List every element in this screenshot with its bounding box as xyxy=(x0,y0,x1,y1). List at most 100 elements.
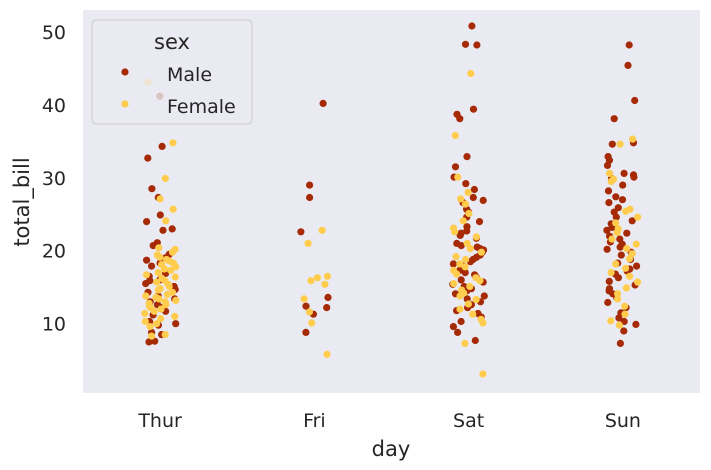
point-female-sat xyxy=(461,200,470,208)
point-male-sun xyxy=(620,169,628,177)
legend: sex Male Female xyxy=(91,19,253,125)
point-female-thur xyxy=(157,305,165,313)
x-tick-labels: Thur Fri Sat Sun xyxy=(137,410,641,432)
point-female-fri xyxy=(323,272,331,280)
point-female-thur xyxy=(165,282,173,291)
point-female-sat xyxy=(469,310,477,318)
point-female-sun xyxy=(629,135,637,143)
point-female-sat xyxy=(464,300,472,308)
point-female-fri xyxy=(321,280,329,288)
y-tick-label: 50 xyxy=(42,22,66,44)
point-male-sat xyxy=(469,105,478,113)
x-axis-label: day xyxy=(372,437,411,461)
point-male-sat xyxy=(479,196,487,204)
point-female-thur xyxy=(154,286,162,294)
point-male-sun xyxy=(630,173,638,181)
point-male-sun xyxy=(612,193,620,201)
y-tick-label: 20 xyxy=(42,241,66,263)
point-female-thur xyxy=(153,278,161,286)
point-female-thur xyxy=(172,263,180,271)
point-female-sun xyxy=(623,245,631,253)
point-female-sun xyxy=(607,317,615,325)
point-female-sun xyxy=(626,272,634,280)
point-male-sat xyxy=(480,292,488,300)
legend-title: sex xyxy=(154,30,190,54)
x-tick-label: Fri xyxy=(303,410,326,432)
x-tick-label: Sun xyxy=(605,410,641,432)
point-female-sat xyxy=(463,239,471,247)
point-male-sun xyxy=(617,251,625,259)
point-female-sat xyxy=(459,217,467,225)
point-female-sat xyxy=(453,270,461,278)
point-female-thur xyxy=(155,295,163,303)
point-male-sun xyxy=(603,226,611,234)
point-female-sat xyxy=(456,292,464,300)
point-male-sat xyxy=(451,163,460,171)
point-female-thur xyxy=(160,265,169,273)
point-male-sun xyxy=(615,314,623,322)
point-male-thur xyxy=(172,320,180,328)
point-female-thur xyxy=(161,331,169,339)
point-female-thur xyxy=(146,323,154,331)
point-female-sun xyxy=(607,177,615,185)
y-axis-label: total_bill xyxy=(10,157,35,246)
point-male-sat xyxy=(454,328,462,336)
point-male-sun xyxy=(603,245,611,253)
point-male-sun xyxy=(632,320,640,328)
point-male-sun xyxy=(618,196,627,204)
point-male-sat xyxy=(456,231,464,239)
point-male-thur xyxy=(148,262,156,270)
point-female-thur xyxy=(172,296,180,304)
legend-marker-female xyxy=(121,100,129,108)
point-female-sat xyxy=(457,195,465,203)
point-male-sun xyxy=(624,61,632,69)
point-female-thur xyxy=(156,195,164,203)
point-female-fri xyxy=(318,226,326,234)
point-female-sun xyxy=(634,213,642,221)
point-female-sat xyxy=(466,245,474,253)
point-male-fri xyxy=(302,328,310,336)
point-female-sun xyxy=(607,269,615,277)
point-male-sat xyxy=(473,41,481,49)
point-female-thur xyxy=(162,301,170,309)
point-female-thur xyxy=(167,266,175,274)
point-female-fri xyxy=(307,277,315,285)
point-female-fri xyxy=(323,350,331,358)
x-tick-label: Thur xyxy=(137,410,182,432)
legend-label-male: Male xyxy=(167,64,212,86)
point-female-sat xyxy=(465,209,473,218)
point-female-sat xyxy=(456,305,464,313)
point-female-sat xyxy=(477,248,485,256)
point-male-sun xyxy=(623,229,631,237)
point-female-thur xyxy=(148,332,156,340)
point-male-sat xyxy=(461,40,470,48)
y-tick-label: 10 xyxy=(42,314,66,336)
point-male-thur xyxy=(156,211,164,219)
point-female-sun xyxy=(634,278,642,286)
point-female-sun xyxy=(622,207,630,215)
point-female-sun xyxy=(632,240,640,248)
point-male-sat xyxy=(461,269,469,277)
point-female-sat xyxy=(456,260,464,268)
point-female-sat xyxy=(451,131,459,140)
point-female-thur xyxy=(150,307,158,315)
point-female-sun xyxy=(622,264,630,272)
x-tick-label: Sat xyxy=(453,410,484,432)
point-female-sat xyxy=(450,280,458,288)
point-female-sat xyxy=(479,319,487,327)
point-male-sun xyxy=(604,298,612,307)
point-male-sun xyxy=(608,140,616,148)
point-male-fri xyxy=(306,193,314,202)
point-male-sat xyxy=(457,317,465,326)
point-female-fri xyxy=(313,274,322,282)
point-female-sat xyxy=(472,296,480,304)
point-male-thur xyxy=(168,225,176,233)
point-female-thur xyxy=(161,174,169,183)
point-male-thur xyxy=(142,280,150,288)
point-female-thur xyxy=(163,290,171,299)
point-female-thur xyxy=(154,269,162,277)
point-female-thur xyxy=(169,139,177,147)
point-male-sun xyxy=(605,277,613,285)
point-female-thur xyxy=(157,315,165,323)
